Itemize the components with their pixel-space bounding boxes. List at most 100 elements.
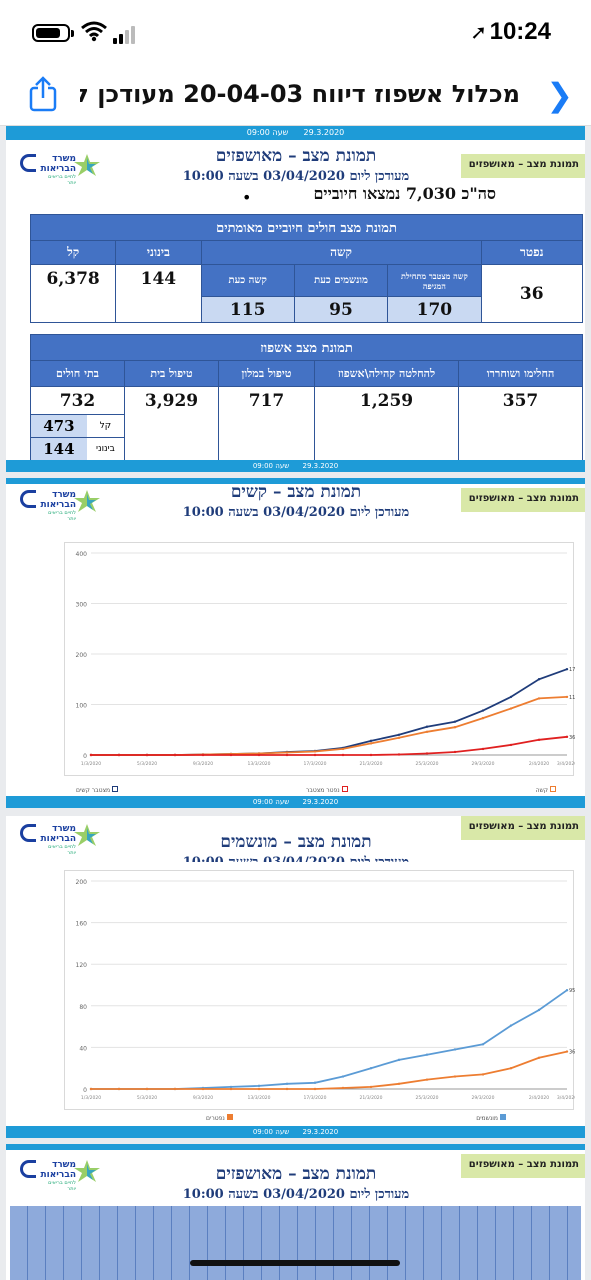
hospitalization-table: תמונת מצב אשפוז החלימו ושוחררו להחלטה קה… [30, 334, 583, 461]
hosp-mod-cell: בינוני 144 [31, 438, 124, 460]
hosp-light-label: קל [86, 415, 124, 437]
location-arrow-icon: ➚ [470, 20, 487, 44]
data-point [565, 1050, 569, 1053]
x-tick-label: 17/3/2020 [303, 761, 326, 767]
logo-slogan: לחיים בריאים יותר [48, 1180, 76, 1192]
data-point [537, 678, 541, 681]
data-point [481, 1043, 485, 1046]
share-icon[interactable] [28, 76, 58, 112]
data-point [285, 753, 289, 757]
slide-top-band: 29.3.2020 שעה 09:00 [6, 126, 585, 140]
data-point [257, 1084, 261, 1088]
data-point [229, 1087, 233, 1091]
data-point [89, 1087, 93, 1091]
band-time: שעה 09:00 [252, 1128, 290, 1136]
data-point [257, 753, 261, 757]
logo-star-icon [74, 154, 100, 176]
x-tick-label: 1/3/2020 [81, 761, 101, 767]
data-point [117, 753, 121, 757]
section-label: תמונת מצב – מאושפזים [461, 154, 585, 178]
document-viewer[interactable]: 29.3.2020 שעה 09:00 תמונת מצב – מאושפזים… [0, 126, 591, 1280]
legend-item: קשה [536, 786, 556, 794]
y-tick-label: 300 [76, 602, 88, 609]
slide-subtitle: מעודכן ליום 03/04/2020 בשעה 10:00 [182, 169, 410, 184]
data-point [453, 726, 457, 729]
data-point [369, 1085, 373, 1089]
series-line [91, 1050, 568, 1090]
logo-text: משרד הבריאות לחיים בריאים יותר [40, 1160, 76, 1192]
data-point [425, 1078, 429, 1081]
x-tick-label: 25/3/2020 [415, 761, 438, 767]
confirmed-table-header: תמונת מצב חולים חיוביים מאומתים [30, 214, 583, 241]
data-point [313, 750, 317, 753]
col-hosp: בתי חולים [30, 360, 125, 387]
slide-title: תמונת מצב – מאושפזים [215, 146, 377, 166]
slide-subtitle-clipped: מעודכן ליום 03/04/2020 בשעה 10:00 [146, 854, 446, 862]
slide-title: תמונת מצב – מונשמים [220, 832, 372, 852]
status-time: 10:24 [489, 18, 551, 45]
data-point [509, 707, 513, 710]
x-tick-label: 3/4/2020 [557, 1095, 575, 1101]
slide-title: תמונת מצב – מאושפזים [215, 1164, 377, 1184]
y-tick-label: 40 [79, 1045, 87, 1052]
sub-cumulative: קשה מצטבר מתחילת המגיפה [387, 264, 482, 297]
logo-star-icon [74, 824, 100, 846]
data-point [173, 753, 177, 757]
band-date: 29.3.2020 [302, 798, 339, 806]
data-point [201, 1087, 205, 1091]
data-point [313, 1081, 317, 1084]
col-moderate: בינוני [115, 240, 202, 265]
logo-slogan: לחיים בריאים יותר [48, 174, 76, 186]
value-community: 1,259 [314, 386, 459, 461]
y-tick-label: 0 [83, 753, 87, 760]
value-hosp: 732 [30, 386, 125, 415]
legend-label: קשה [535, 787, 548, 794]
home-indicator[interactable] [190, 1260, 400, 1266]
data-point [481, 709, 485, 712]
data-point [369, 742, 373, 745]
data-point [481, 747, 485, 751]
data-label: 115 [569, 695, 575, 701]
data-point [369, 753, 373, 757]
data-point [481, 1073, 485, 1076]
logo-name: משרד הבריאות [40, 1160, 76, 1180]
chevron-right-icon[interactable]: ❯ [546, 76, 573, 114]
data-point [453, 720, 457, 723]
data-point [145, 1087, 149, 1091]
data-point [229, 1085, 233, 1089]
slide-3: תמונת מצב – מאושפזים משרד הבריאות לחיים … [6, 816, 585, 1138]
status-bar: ➚ 10:24 [0, 0, 591, 62]
hosp-light-row: קל 473 [30, 414, 125, 438]
battery-icon [32, 24, 70, 42]
band-date-bottom: 29.3.2020 [302, 462, 339, 470]
logo-text: משרד הבריאות לחיים בריאים יותר [40, 490, 76, 522]
data-point [229, 753, 233, 757]
logo-slogan: לחיים בריאים יותר [48, 510, 76, 522]
series-line [91, 668, 568, 756]
value-dead: 36 [480, 264, 584, 323]
viewer-header: מכלול אשפוז דיווח 20-04-03 מעודכן לש... … [0, 62, 591, 126]
value-ventilated: 95 [293, 296, 389, 323]
document-title: מכלול אשפוז דיווח 20-04-03 מעודכן לש... [80, 80, 520, 108]
confirmed-table: תמונת מצב חולים חיוביים מאומתים נפטר קשה… [29, 214, 584, 323]
chart-frame: 0 40 80 120 160 200 1/3/2020 5/3/2020 9/3/2020 13… [64, 870, 578, 1110]
col-recovered: החלימו ושוחררו [458, 360, 583, 387]
data-point [117, 1087, 121, 1091]
data-point [509, 1067, 513, 1070]
logo-mark [20, 490, 36, 508]
y-tick-label: 200 [76, 879, 88, 886]
y-tick-label: 80 [79, 1004, 87, 1011]
data-point [481, 716, 485, 720]
x-tick-label: 29/3/2020 [471, 1095, 494, 1101]
ventilated-chart: 0 40 80 120 160 200 1/3/2020 5/3/2020 9/3/2020 13… [76, 879, 578, 1101]
legend-item: מצטבר קשים [76, 786, 119, 794]
value-light: 6,378 [29, 264, 117, 323]
legend-swatch [226, 1114, 233, 1120]
cellular-signal-icon [113, 26, 135, 44]
data-point [425, 730, 429, 733]
battery-tip [71, 30, 74, 37]
col-hotel: טיפול במלון [218, 360, 315, 387]
hosp-light-cell: קל 473 [31, 415, 124, 437]
data-point [565, 667, 569, 671]
